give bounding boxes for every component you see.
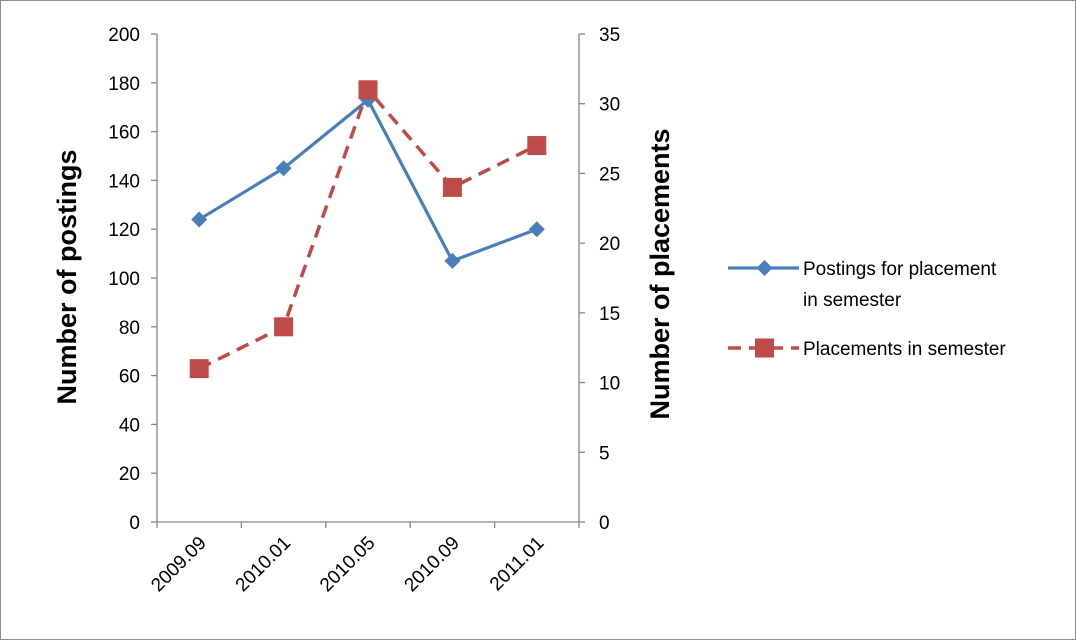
y-left-tick-label: 160 [108, 123, 140, 144]
x-tick-label: 2010.09 [401, 533, 464, 596]
x-tick-label: 2010.01 [232, 533, 295, 596]
legend-label-1: Postings for placement [803, 259, 997, 280]
y-right-tick-label: 5 [599, 443, 610, 464]
y-left-tick-label: 120 [108, 220, 140, 241]
series-line-1 [198, 98, 538, 263]
y-right-tick-label: 0 [599, 513, 610, 534]
legend-label-2: Placements in semester [803, 339, 1006, 360]
legend: Postings for placement in semester Placeme… [728, 259, 1006, 360]
y-left-tick-label: 20 [119, 464, 140, 485]
y-left-tick-label: 180 [108, 74, 140, 95]
y-right-tick-label: 10 [599, 374, 620, 395]
y-right-tick-label: 35 [599, 25, 620, 46]
x-tick-label: 2011.01 [486, 533, 548, 595]
x-tick-label: 2010.05 [316, 533, 379, 596]
legend-label-1: in semester [803, 290, 902, 311]
y-left-tick-label: 200 [108, 25, 140, 46]
y-right-tick-label: 15 [599, 304, 620, 325]
series-1-point [528, 221, 545, 238]
series-2-point [442, 177, 462, 197]
legend-marker-1 [756, 260, 773, 276]
series-2-point [189, 359, 209, 379]
y-right-tick-label: 25 [599, 164, 620, 185]
series-layer [189, 80, 547, 379]
y-left-tick-label: 100 [108, 269, 140, 290]
y-left-tick-label: 60 [119, 367, 140, 388]
series-2-point [358, 80, 378, 100]
y-left-tick-label: 40 [119, 415, 140, 436]
series-2-point [274, 317, 294, 337]
series-line-2 [198, 88, 538, 371]
y-axis-left-title: Number of postings [52, 150, 82, 405]
y-left-tick-label: 0 [129, 513, 140, 534]
series-1-point [444, 252, 461, 269]
y-left-tick-label: 140 [108, 171, 140, 192]
series-1-point [191, 211, 208, 228]
y-right-tick-label: 20 [599, 234, 620, 255]
x-tick-label: 2009.09 [147, 533, 210, 596]
axes-layer: 0 20 40 60 80 100 120 140 160 180 200 0 5 10 15 20 25 30 3… [108, 25, 620, 596]
y-right-tick-label: 30 [599, 95, 620, 116]
legend-marker-2 [755, 338, 774, 358]
series-2-point [527, 136, 547, 156]
series-1-point [275, 160, 292, 177]
y-left-tick-label: 80 [119, 318, 140, 339]
y-axis-right-title: Number of placements [645, 128, 675, 419]
